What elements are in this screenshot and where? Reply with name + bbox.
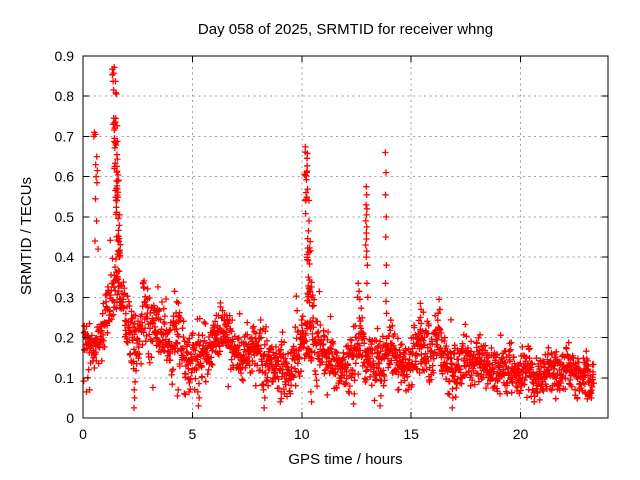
x-tick-label: 5 (188, 426, 196, 442)
y-tick-label: 0.4 (55, 249, 75, 265)
plot-border (82, 55, 609, 419)
y-tick-label: 0.9 (55, 48, 75, 64)
data-points (80, 64, 597, 412)
y-tick-label: 0.5 (55, 209, 75, 225)
y-tick-label: 0.2 (55, 330, 75, 346)
y-tick-label: 0.1 (55, 370, 75, 386)
tick-marks (82, 55, 608, 419)
chart-title: Day 058 of 2025, SRMTID for receiver whn… (197, 21, 494, 38)
y-axis-label: SRMTID / TECUs (18, 176, 35, 296)
y-tick-label: 0.3 (55, 289, 75, 305)
y-tick-label: 0.7 (55, 128, 75, 144)
x-tick-label: 0 (79, 426, 87, 442)
y-tick-label: 0.8 (55, 88, 75, 104)
y-tick-label: 0.6 (55, 169, 75, 185)
x-tick-label: 15 (403, 426, 419, 442)
x-tick-label: 10 (294, 426, 310, 442)
x-axis-label: GPS time / hours (288, 451, 403, 468)
x-tick-label: 20 (513, 426, 529, 442)
y-tick-label: 0 (66, 410, 74, 426)
